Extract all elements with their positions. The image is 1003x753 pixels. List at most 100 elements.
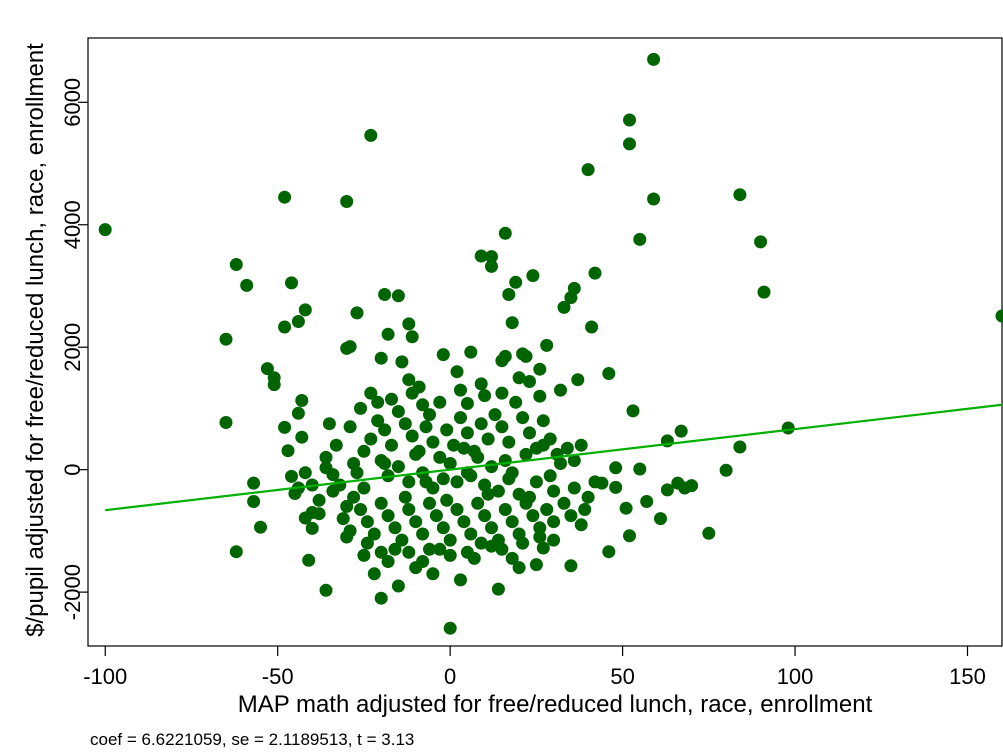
data-point bbox=[478, 389, 492, 403]
data-point bbox=[219, 416, 233, 429]
data-point bbox=[412, 380, 426, 394]
data-point bbox=[409, 515, 423, 529]
data-point bbox=[381, 469, 395, 483]
data-point bbox=[495, 542, 509, 556]
data-point bbox=[660, 483, 674, 497]
data-point bbox=[254, 520, 267, 534]
y-tick-label: 2000 bbox=[60, 323, 85, 372]
data-point bbox=[357, 481, 371, 495]
data-point bbox=[443, 457, 457, 470]
data-point bbox=[781, 421, 795, 435]
data-point bbox=[385, 438, 398, 452]
data-point bbox=[574, 518, 588, 532]
data-point bbox=[371, 395, 385, 409]
data-point bbox=[391, 460, 405, 474]
data-point bbox=[371, 414, 385, 428]
data-point bbox=[402, 317, 416, 331]
data-point bbox=[436, 472, 450, 486]
data-point bbox=[440, 493, 454, 507]
data-point bbox=[98, 223, 112, 237]
data-point bbox=[702, 526, 716, 540]
y-tick-label: 4000 bbox=[60, 200, 85, 249]
data-point bbox=[588, 266, 602, 280]
data-point bbox=[402, 373, 416, 387]
data-point bbox=[298, 466, 312, 480]
data-point bbox=[322, 417, 336, 431]
data-point bbox=[585, 320, 599, 334]
data-point bbox=[374, 351, 388, 365]
data-point bbox=[581, 490, 595, 504]
y-tick-label: -2000 bbox=[60, 564, 85, 620]
data-point bbox=[485, 250, 498, 264]
fit-line bbox=[105, 403, 1003, 512]
data-point bbox=[529, 475, 543, 489]
data-point bbox=[540, 338, 554, 352]
data-point bbox=[602, 545, 616, 559]
x-tick-label: 0 bbox=[444, 664, 456, 689]
x-axis-title: MAP math adjusted for free/reduced lunch… bbox=[238, 691, 873, 718]
data-point bbox=[554, 383, 567, 397]
data-point bbox=[505, 551, 519, 565]
data-point bbox=[733, 188, 747, 202]
data-point bbox=[502, 472, 516, 486]
data-point bbox=[474, 377, 488, 391]
data-point bbox=[533, 362, 547, 376]
data-point bbox=[529, 558, 543, 572]
data-point bbox=[291, 315, 305, 328]
data-point bbox=[360, 515, 374, 529]
data-point bbox=[995, 309, 1003, 323]
data-point bbox=[391, 579, 405, 593]
x-tick-label: 100 bbox=[777, 664, 814, 689]
data-point bbox=[733, 440, 747, 454]
data-point bbox=[567, 481, 581, 495]
data-point bbox=[626, 404, 640, 418]
data-point bbox=[523, 490, 536, 504]
data-point bbox=[547, 533, 561, 547]
y-tick-label: 6000 bbox=[60, 78, 85, 127]
data-point bbox=[374, 496, 388, 510]
data-point bbox=[474, 417, 488, 431]
plot-frame bbox=[87, 37, 1003, 647]
data-point bbox=[357, 548, 371, 562]
data-point bbox=[564, 509, 578, 523]
data-point bbox=[378, 423, 392, 437]
data-point bbox=[378, 288, 392, 301]
data-point bbox=[285, 469, 298, 483]
data-point bbox=[298, 303, 312, 317]
data-point bbox=[343, 420, 357, 434]
data-point bbox=[485, 521, 498, 535]
data-point bbox=[440, 423, 454, 437]
data-point bbox=[602, 367, 616, 380]
data-point bbox=[454, 383, 467, 397]
data-point bbox=[443, 548, 457, 562]
data-point bbox=[398, 417, 412, 431]
data-point bbox=[567, 454, 581, 467]
data-point bbox=[450, 365, 464, 379]
data-point bbox=[285, 276, 298, 290]
data-point bbox=[240, 278, 254, 292]
data-point bbox=[623, 113, 636, 127]
data-point bbox=[502, 288, 516, 301]
data-point bbox=[547, 484, 561, 498]
data-point bbox=[426, 435, 440, 449]
data-point bbox=[381, 327, 395, 341]
data-point bbox=[533, 530, 547, 544]
data-point bbox=[267, 378, 281, 392]
data-point bbox=[340, 195, 354, 208]
x-tick-label: 50 bbox=[610, 664, 634, 689]
y-tick-label: 0 bbox=[60, 464, 85, 476]
data-point bbox=[498, 503, 512, 516]
data-point bbox=[378, 457, 392, 470]
data-point bbox=[429, 509, 443, 523]
data-point bbox=[619, 501, 633, 515]
data-point bbox=[416, 527, 430, 541]
data-points bbox=[98, 52, 1003, 635]
data-point bbox=[557, 496, 571, 510]
data-point bbox=[495, 420, 509, 434]
data-point bbox=[423, 496, 436, 510]
data-point bbox=[291, 406, 305, 420]
data-point bbox=[364, 432, 378, 446]
data-point bbox=[319, 583, 333, 597]
data-point bbox=[305, 521, 319, 535]
